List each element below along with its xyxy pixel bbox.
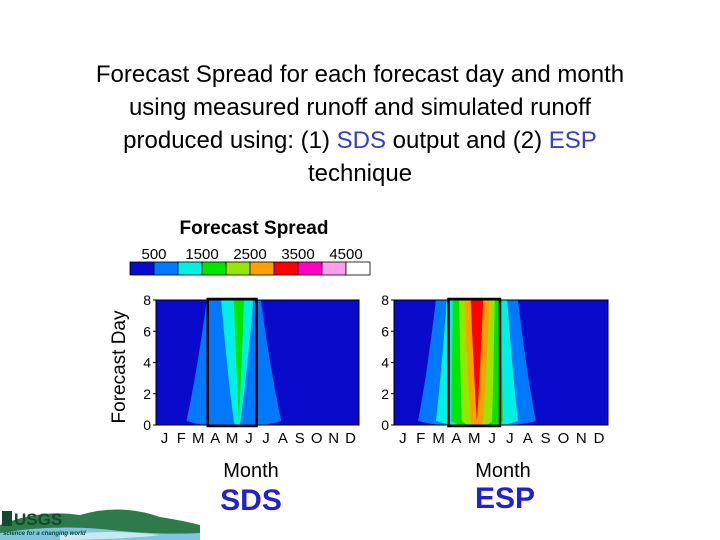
- legend-swatch-6: [273, 261, 299, 276]
- x-tick-label: A: [451, 430, 461, 447]
- logo-text: USGS: [14, 510, 62, 529]
- y-tick-label: 6: [143, 323, 151, 339]
- contour-band-level-6: [470, 300, 484, 425]
- legend-swatch-1: [153, 261, 179, 276]
- x-tick-label: N: [328, 430, 339, 447]
- x-tick-label: M: [192, 430, 205, 447]
- y-axis-label: Forecast Day: [109, 310, 130, 423]
- legend-swatch-9: [345, 261, 371, 276]
- x-tick-label: S: [541, 430, 551, 447]
- legend-swatch-2: [177, 261, 203, 276]
- contour-band-level-3: [233, 300, 244, 425]
- y-tick-label: 4: [381, 355, 389, 371]
- legend-tick-label: 4500: [329, 246, 362, 263]
- x-tick-label: N: [576, 430, 587, 447]
- x-tick-label: J: [399, 430, 407, 447]
- title-line-3-b: output and (2): [386, 127, 549, 154]
- highlight-box: [447, 297, 502, 428]
- logo-water-highlight: [60, 532, 160, 540]
- legend-swatch-0: [129, 261, 155, 276]
- esp-panel-label: ESP: [475, 482, 535, 515]
- legend-tick-label: 3500: [281, 246, 314, 263]
- title-line-2: using measured runoff and simulated runo…: [128, 94, 592, 121]
- x-tick-label: M: [226, 430, 239, 447]
- legend-swatch-4: [225, 261, 251, 276]
- legend-tick-label: 1500: [185, 246, 218, 263]
- legend-swatches: [129, 261, 371, 276]
- y-tick-label: 6: [381, 323, 389, 339]
- logo-tagline: science for a changing world: [3, 531, 86, 537]
- sds-panel-label: SDS: [220, 484, 282, 517]
- x-tick-label: M: [432, 430, 445, 447]
- x-tick-label: O: [558, 430, 570, 447]
- y-tick-label: 4: [143, 355, 151, 371]
- legend-swatch-5: [249, 261, 275, 276]
- x-tick-label: O: [311, 430, 323, 447]
- legend-swatch-3: [201, 261, 227, 276]
- y-tick-label: 8: [381, 292, 389, 308]
- usgs-logo: USGS science for a changing world: [0, 509, 200, 540]
- legend-tick-labels: 500 1500 2500 3500 4500: [141, 246, 362, 263]
- y-tick-label: 0: [143, 417, 151, 433]
- x-tick-label: M: [468, 430, 481, 447]
- esp-x-axis-label: Month: [475, 460, 531, 482]
- title-line-3: produced using: (1) SDS output and (2) E…: [30, 124, 690, 157]
- legend-swatch-7: [297, 261, 323, 276]
- title-esp-highlight: ESP: [548, 127, 597, 154]
- logo-wave-icon: [2, 511, 12, 526]
- x-tick-label: A: [523, 430, 533, 447]
- title-line-1: Forecast Spread for each forecast day an…: [95, 61, 625, 88]
- sds-x-axis-label: Month: [223, 460, 279, 482]
- y-tick-label: 2: [381, 386, 389, 402]
- x-tick-label: A: [278, 430, 288, 447]
- y-tick-label: 2: [143, 386, 151, 402]
- title-line-3-a: produced using: (1): [123, 127, 337, 154]
- legend-swatch-8: [321, 261, 347, 276]
- x-tick-label: A: [210, 430, 220, 447]
- title-line-4: technique: [307, 160, 413, 187]
- legend-title: Forecast Spread: [180, 218, 329, 239]
- legend-tick-label: 500: [141, 246, 166, 263]
- y-tick-label: 0: [381, 417, 389, 433]
- y-tick-label: 8: [143, 292, 151, 308]
- x-tick-label: J: [161, 430, 169, 447]
- x-tick-label: J: [262, 430, 270, 447]
- x-tick-label: F: [177, 430, 186, 447]
- x-tick-label: D: [594, 430, 605, 447]
- x-tick-label: J: [488, 430, 496, 447]
- slide-title: Forecast Spread for each forecast day an…: [30, 58, 690, 190]
- x-tick-label: J: [506, 430, 514, 447]
- x-tick-label: S: [295, 430, 305, 447]
- x-tick-label: D: [345, 430, 356, 447]
- title-sds-highlight: SDS: [336, 127, 386, 154]
- highlight-box: [206, 297, 258, 428]
- x-tick-label: J: [245, 430, 253, 447]
- legend: Forecast Spread 500 1500 2500 3500 4500: [129, 218, 371, 276]
- x-tick-label: F: [416, 430, 425, 447]
- legend-tick-label: 2500: [233, 246, 266, 263]
